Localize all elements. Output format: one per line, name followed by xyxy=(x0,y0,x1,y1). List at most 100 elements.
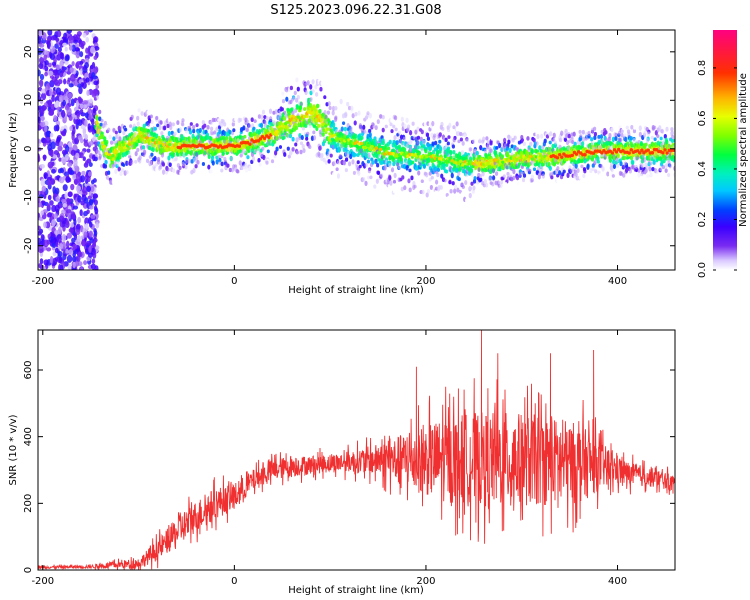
spectrogram-cell xyxy=(134,151,138,157)
spectrogram-cell xyxy=(145,158,150,164)
spectrogram-cell xyxy=(494,171,499,176)
spectrogram-cell xyxy=(67,263,72,270)
spectrogram-cell xyxy=(576,168,580,174)
spectrogram-cell xyxy=(49,132,54,138)
spectrogram-cell xyxy=(361,112,365,117)
spectrogram-cell xyxy=(286,107,290,112)
spectrogram-ridge-cell xyxy=(663,148,667,152)
spectrogram-cell xyxy=(93,46,100,51)
spectrogram-cell xyxy=(553,140,558,145)
spectrogram-cell xyxy=(353,120,357,126)
spectrogram-cell xyxy=(611,174,615,178)
spectrogram-cell xyxy=(78,261,83,267)
spectrogram-cell xyxy=(95,116,99,120)
spectrogram-cell xyxy=(420,129,424,135)
spectrogram-cell xyxy=(555,169,559,175)
spectrogram-cell xyxy=(88,141,94,146)
spectrogram-cell xyxy=(77,195,82,203)
spectrogram-ridge-cell xyxy=(102,145,107,149)
spectrogram-cell xyxy=(174,156,179,161)
spectrogram-cell xyxy=(299,141,304,146)
spectrogram-cell xyxy=(434,140,438,146)
spectrogram-cell xyxy=(159,120,163,125)
spectrogram-cell xyxy=(455,192,459,198)
spectrogram-cell xyxy=(389,180,393,186)
spectrogram-ridge-cell xyxy=(161,142,166,147)
spectrogram-cell xyxy=(298,135,302,141)
spectrogram-cell xyxy=(82,156,86,161)
spectrogram-cell xyxy=(155,115,159,121)
spectrogram-cell xyxy=(483,148,488,154)
spectrogram-cell xyxy=(340,143,344,150)
spectrogram-cell xyxy=(39,108,45,116)
spectrogram-cell xyxy=(107,127,111,133)
spectrogram-cell xyxy=(540,133,544,139)
spectrogram-cell xyxy=(388,175,392,181)
spectrogram-cell xyxy=(661,165,666,170)
spectrogram-cell xyxy=(597,139,601,145)
spectrogram-cell xyxy=(339,98,343,105)
spectrogram-cell xyxy=(95,84,100,90)
spectrogram-cell xyxy=(275,146,279,152)
spectrogram-cell xyxy=(85,222,89,230)
spectrogram-cell xyxy=(207,164,211,170)
spectrogram-cell xyxy=(593,131,598,137)
spectrogram-ridge-cell xyxy=(555,156,560,160)
spectrogram-cell xyxy=(94,139,98,148)
spectrogram-cell xyxy=(336,160,341,165)
colorbar-label: Normalized spectral amplitude xyxy=(738,73,749,227)
spectrogram-cell xyxy=(655,169,659,174)
spectrogram-cell xyxy=(478,173,483,179)
spectrogram-cell xyxy=(288,133,293,139)
spectrogram-cell xyxy=(217,118,221,122)
spectrogram-cell xyxy=(68,228,74,233)
spectrogram-cell xyxy=(72,243,78,250)
spectrogram-ridge-cell xyxy=(332,133,336,137)
spectrogram-cell xyxy=(438,139,442,144)
spectrogram-cell xyxy=(158,124,162,131)
spectrogram-cell xyxy=(268,108,273,114)
spectrogram-cell xyxy=(502,174,506,179)
spectrogram-cell xyxy=(136,147,140,153)
spectrogram-cell xyxy=(77,235,81,243)
spectrogram-cell xyxy=(643,130,647,137)
spectrogram-cell xyxy=(47,62,52,68)
spectrogram-cell xyxy=(405,117,409,123)
spectrogram-cell xyxy=(392,179,397,184)
spectrogram-ridge-cell xyxy=(368,147,372,152)
spectrogram-cell xyxy=(611,136,615,143)
spectrogram-cell xyxy=(418,119,422,125)
spectrogram-cell xyxy=(560,130,564,136)
spectrogram-cell xyxy=(336,142,340,147)
snr-y-label: SNR (10 * v/v) xyxy=(8,414,19,485)
spectrogram-cell xyxy=(400,116,404,122)
spectrogram-cell xyxy=(38,197,41,204)
spectrogram-cell xyxy=(411,121,415,126)
spectrogram-cell xyxy=(270,159,275,164)
spectrogram-cell xyxy=(135,142,139,147)
spectrogram-x-tick-label: 0 xyxy=(231,276,237,287)
spectrogram-cell xyxy=(190,149,194,155)
spectrogram-cell xyxy=(75,223,81,230)
spectrogram-cell xyxy=(118,136,122,142)
spectrogram-cell xyxy=(413,184,417,189)
spectrogram-cell xyxy=(520,171,524,176)
snr-plot-area xyxy=(38,330,675,570)
spectrogram-cell xyxy=(483,179,487,184)
spectrogram-cell xyxy=(69,125,73,131)
spectrogram-ridge-cell xyxy=(461,163,465,167)
spectrogram-cell xyxy=(369,175,373,180)
spectrogram-cell xyxy=(536,133,540,140)
spectrogram-cell xyxy=(38,36,41,44)
spectrogram-cell xyxy=(331,110,335,116)
spectrogram-cell xyxy=(393,172,397,179)
spectrogram-cell xyxy=(442,187,446,193)
spectrogram-cell xyxy=(64,46,68,52)
spectrogram-cell xyxy=(64,104,70,111)
spectrogram-cell xyxy=(103,163,108,169)
spectrogram-cell xyxy=(251,156,256,162)
spectrogram-cell xyxy=(597,134,601,140)
spectrogram-cell xyxy=(430,175,434,180)
spectrogram-cell xyxy=(176,120,180,125)
spectrogram-cell xyxy=(178,127,183,133)
